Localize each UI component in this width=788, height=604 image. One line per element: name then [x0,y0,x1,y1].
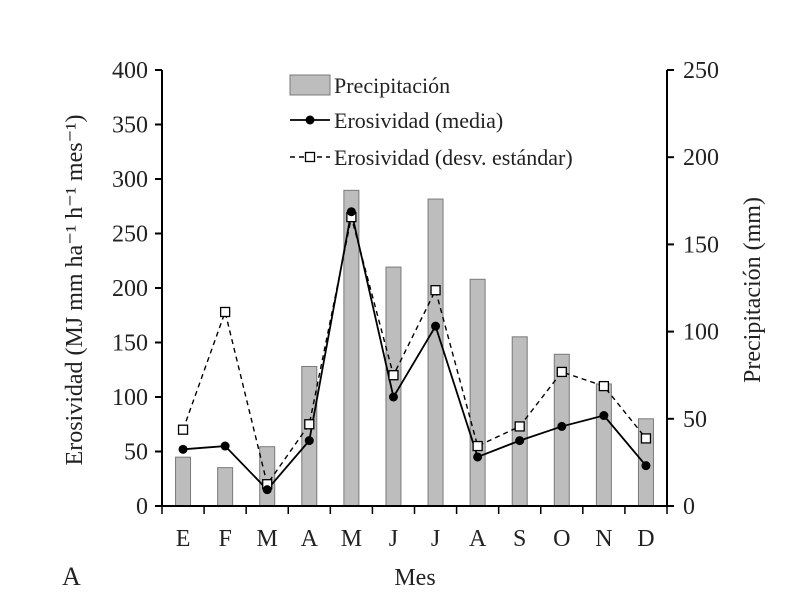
y-left-tick-label: 50 [124,440,148,466]
y-axis-right-title: Precipitación (mm) [740,197,766,383]
erosivity-mean-point [473,452,483,462]
erosivity-sd-point [388,370,399,381]
legend-sd-marker [304,151,316,163]
legend-precipitation-swatch [289,74,331,96]
erosivity-sd-point [598,380,610,392]
erosivity-sd-point [472,440,483,452]
erosivity-sd-point [514,421,525,432]
erosivity-mean-point [304,436,314,446]
erosivity-mean-point [557,421,567,431]
x-tick-label: A [469,526,487,552]
y-left-tick-label: 300 [112,167,148,193]
y-left-tick-label: 250 [112,222,148,248]
x-tick-label: A [301,526,319,552]
erosivity-lines [177,207,652,495]
x-tick-label: E [176,526,191,552]
y-right-tick-label: 150 [683,232,719,258]
legend-precipitation-label: Precipitación [334,73,450,98]
erosivity-sd-point [640,433,652,444]
y-right-tick-label: 100 [683,320,719,346]
x-tick-label: N [595,526,612,552]
x-tick-label: F [218,526,231,552]
erosivity-mean-point [220,441,230,451]
erosivity-mean-point [641,461,651,471]
erosivity-mean-point [431,321,441,331]
precipitation-bar [469,278,486,507]
erosivity-sd-point [304,419,315,430]
precipitation-bar [259,446,276,507]
x-tick-label: S [513,526,526,552]
y-left-tick-label: 200 [112,276,148,302]
y-right-tick-label: 200 [683,145,719,171]
erosivity-sd-point [177,424,189,435]
erosivity-mean-point [599,411,609,421]
legend-sd-label: Erosividad (desv. estándar) [334,145,573,170]
legend-mean-label: Erosividad (media) [334,108,503,133]
erosivity-sd-point [430,285,441,296]
y-right-tick-label: 250 [683,58,719,84]
x-axis-title: Mes [394,565,435,591]
y-left-tick-label: 400 [112,58,148,84]
erosivity-mean-line [182,211,647,491]
precipitation-bar [217,467,234,507]
panel-letter: A [62,562,81,591]
y-right-tick-label: 0 [683,494,695,520]
precipitation-bars [175,189,654,507]
erosivity-mean-point [515,436,525,446]
precipitation-bar [595,383,612,507]
axes: 0 50 100 150 200 250 300 350 400 0 50 100 150 200 250 E… [112,58,719,552]
x-tick-label: D [637,526,654,552]
erosivity-mean-point [262,485,272,495]
y-left-tick-label: 150 [112,331,148,357]
precipitation-bar [427,198,444,507]
x-tick-label: J [431,526,440,552]
x-tick-label: M [257,526,278,552]
x-tick-label: M [341,526,362,552]
erosivity-mean-point [388,392,398,402]
y-left-tick-label: 100 [112,385,148,411]
legend-mean-marker [305,115,315,125]
legend: Precipitación Erosividad (media) Erosivida… [289,73,573,170]
y-axis-left-title: Erosividad (MJ mm ha⁻¹ h⁻¹ mes⁻¹) [62,115,88,466]
erosivity-sd-point [219,306,231,318]
erosivity-mean-point [346,207,356,217]
erosivity-sd-line [182,216,647,486]
x-tick-label: J [389,526,398,552]
erosivity-mean-point [178,444,188,454]
x-tick-label: O [553,526,570,552]
erosivity-sd-point [556,366,567,378]
precipitation-bar [175,456,192,507]
y-right-tick-label: 50 [683,407,707,433]
y-left-tick-label: 350 [112,113,148,139]
y-left-tick-label: 0 [136,494,148,520]
